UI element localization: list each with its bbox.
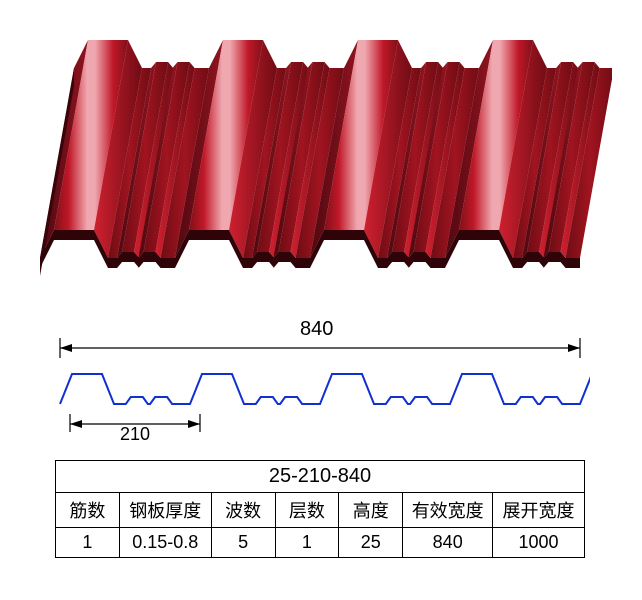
table-cell: 0.15-0.8 (119, 528, 211, 558)
table-cell: 1 (275, 528, 339, 558)
table-header-cell: 展开宽度 (493, 493, 585, 528)
table-row: 10.15-0.851258401000 (56, 528, 585, 558)
table-header-cell: 有效宽度 (403, 493, 493, 528)
table-cell: 25 (339, 528, 403, 558)
dimension-total-width-label: 840 (300, 318, 333, 341)
dimension-pitch-label: 210 (120, 424, 150, 445)
table-header-row: 筋数钢板厚度波数层数高度有效宽度展开宽度 (56, 493, 585, 528)
table-header-cell: 高度 (339, 493, 403, 528)
profile-cross-section (50, 360, 590, 420)
table-header-cell: 层数 (275, 493, 339, 528)
table-header-cell: 筋数 (56, 493, 120, 528)
roofing-sheet-3d (30, 30, 612, 300)
table-title-row: 25-210-840 (56, 461, 585, 493)
table-cell: 5 (211, 528, 275, 558)
canvas: 840 210 25-210-840 筋数钢板厚度波数层数高度有效宽度展开宽度 … (0, 0, 642, 600)
table-header-cell: 钢板厚度 (119, 493, 211, 528)
table-cell: 840 (403, 528, 493, 558)
spec-table: 25-210-840 筋数钢板厚度波数层数高度有效宽度展开宽度 10.15-0.… (55, 460, 585, 558)
table-title: 25-210-840 (56, 461, 585, 493)
table-header-cell: 波数 (211, 493, 275, 528)
table-cell: 1 (56, 528, 120, 558)
table-cell: 1000 (493, 528, 585, 558)
